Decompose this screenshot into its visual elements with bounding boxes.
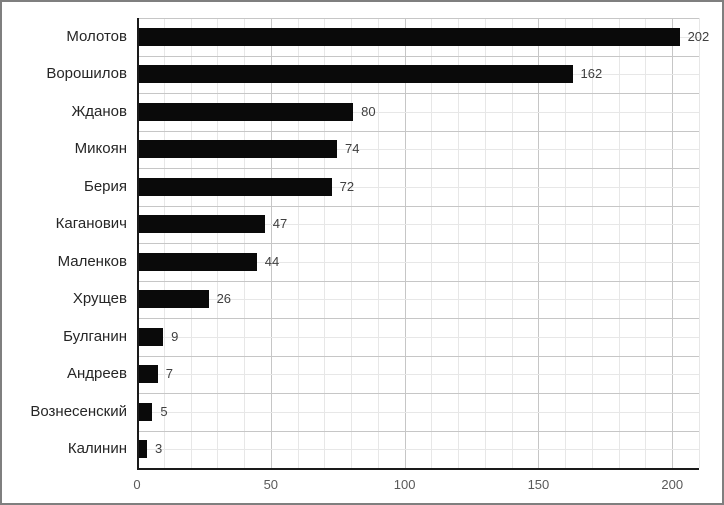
grid-minor-h <box>137 149 699 151</box>
bar <box>139 215 265 234</box>
category-label: Молотов <box>66 27 127 45</box>
bar <box>139 140 338 159</box>
grid-major-h <box>137 355 699 357</box>
bar-value-label: 74 <box>345 141 360 157</box>
grid-minor-h <box>137 111 699 113</box>
category-label: Хрущев <box>72 290 127 308</box>
grid-minor-h <box>137 411 699 413</box>
grid-major-h <box>137 318 699 319</box>
bar <box>139 290 209 309</box>
bar <box>139 102 354 121</box>
category-label: Андреев <box>66 365 127 383</box>
category-label: Булганин <box>63 327 127 345</box>
x-axis-line <box>137 468 699 470</box>
bar-value-label: 80 <box>361 103 376 119</box>
bar <box>139 252 257 271</box>
bar-value-label: 9 <box>171 328 179 344</box>
bar-value-label: 7 <box>165 366 173 382</box>
category-label: Маленков <box>57 252 127 270</box>
grid-minor-h <box>137 336 699 338</box>
grid-minor-h <box>137 449 699 451</box>
bar <box>139 27 680 46</box>
bar-value-label: 72 <box>339 178 355 194</box>
bar <box>139 365 158 384</box>
grid-minor-h <box>137 374 699 376</box>
bar <box>139 65 573 84</box>
bar-value-label: 5 <box>160 403 168 419</box>
grid-minor-v <box>699 18 700 468</box>
bar-value-label: 44 <box>264 253 280 269</box>
category-label: Жданов <box>71 102 127 120</box>
y-axis-line <box>137 18 139 470</box>
grid-major-h <box>137 430 699 432</box>
bar <box>139 327 164 346</box>
grid-minor-h <box>137 224 699 226</box>
bar-value-label: 162 <box>580 66 603 82</box>
grid-major-h <box>137 130 699 132</box>
bar-value-label: 47 <box>272 216 288 232</box>
grid-minor-h <box>137 186 699 188</box>
bar-value-label: 26 <box>216 291 232 307</box>
grid-major-h <box>137 93 699 94</box>
category-label: Ворошилов <box>46 65 127 83</box>
grid-major-h <box>137 18 699 19</box>
grid-major-h <box>137 168 699 169</box>
grid-major-h <box>137 243 699 244</box>
x-tick-label: 0 <box>133 477 141 492</box>
grid-major-h <box>137 280 699 282</box>
bar-value-label: 3 <box>155 441 163 457</box>
grid-major-h <box>137 393 699 394</box>
category-label: Калинин <box>67 440 127 458</box>
x-tick-label: 50 <box>263 477 279 492</box>
category-label: Берия <box>83 177 127 195</box>
x-tick-label: 200 <box>661 477 684 492</box>
x-tick-label: 150 <box>527 477 550 492</box>
category-label: Каганович <box>55 215 127 233</box>
x-tick-label: 100 <box>393 477 416 492</box>
grid-major-h <box>137 205 699 207</box>
grid-minor-h <box>137 261 699 263</box>
bar-value-label: 202 <box>687 28 710 44</box>
grid-minor-h <box>137 299 699 301</box>
category-label: Вознесенский <box>30 402 127 420</box>
grid-major-h <box>137 55 699 57</box>
category-label: Микоян <box>74 140 127 158</box>
bar <box>139 440 148 459</box>
bar <box>139 402 153 421</box>
bar <box>139 177 332 196</box>
